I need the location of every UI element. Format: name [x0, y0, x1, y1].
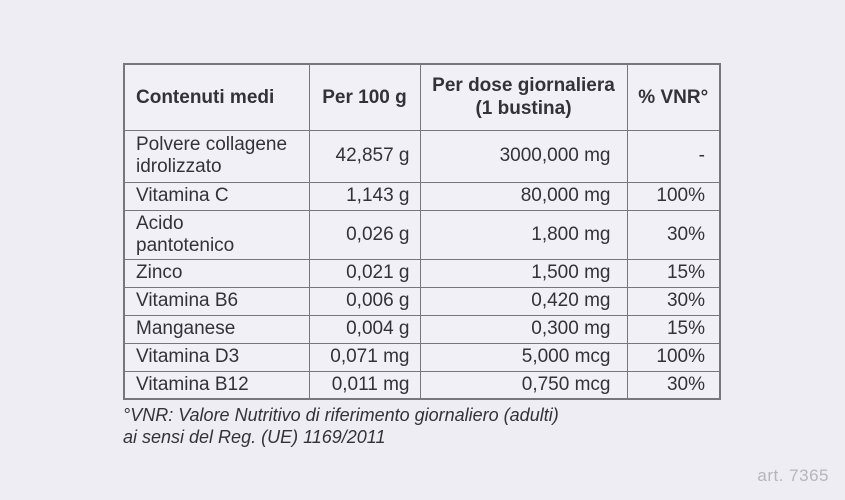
vnr-cell: 100% [626, 342, 721, 372]
nutrient-name-cell: Vitamina B12 [123, 370, 310, 400]
artwork-number: art. 7365 [757, 466, 829, 485]
per-dose-cell: 5,000 mcg [419, 342, 628, 372]
header-per-dose-giornaliera: Per dose giornaliera (1 bustina) [419, 63, 628, 131]
header-contenuti-medi: Contenuti medi [123, 63, 310, 131]
per-100g-cell: 0,026 g [308, 209, 421, 260]
table-row: Zinco 0,021 g 1,500 mg 15% [123, 258, 721, 288]
nutrient-name-cell: Vitamina D3 [123, 342, 310, 372]
table-row: Polvere collagene idrolizzato 42,857 g 3… [123, 129, 721, 183]
per-dose-cell: 80,000 mg [419, 181, 628, 211]
table-row: Vitamina B12 0,011 mg 0,750 mcg 30% [123, 370, 721, 400]
table-row: Vitamina C 1,143 g 80,000 mg 100% [123, 181, 721, 211]
table-body: Polvere collagene idrolizzato 42,857 g 3… [123, 129, 721, 400]
nutrient-name-cell: Vitamina C [123, 181, 310, 211]
vnr-cell: - [626, 129, 721, 183]
nutrient-name-cell: Manganese [123, 314, 310, 344]
per-100g-cell: 1,143 g [308, 181, 421, 211]
per-100g-cell: 0,006 g [308, 286, 421, 316]
per-dose-cell: 0,750 mcg [419, 370, 628, 400]
per-100g-cell: 0,071 mg [308, 342, 421, 372]
header-row: Contenuti medi Per 100 g Per dose giorna… [123, 63, 721, 131]
per-100g-cell: 42,857 g [308, 129, 421, 183]
table-row: Manganese 0,004 g 0,300 mg 15% [123, 314, 721, 344]
nutrient-name-cell: Acido pantotenico [123, 209, 310, 260]
table-row: Vitamina B6 0,006 g 0,420 mg 30% [123, 286, 721, 316]
vnr-cell: 15% [626, 258, 721, 288]
nutrient-name-cell: Vitamina B6 [123, 286, 310, 316]
table-row: Acido pantotenico 0,026 g 1,800 mg 30% [123, 209, 721, 260]
vnr-cell: 30% [626, 209, 721, 260]
per-dose-cell: 3000,000 mg [419, 129, 628, 183]
nutrient-name-cell: Polvere collagene idrolizzato [123, 129, 310, 183]
vnr-footnote: °VNR: Valore Nutritivo di riferimento gi… [123, 405, 559, 447]
per-dose-cell: 0,300 mg [419, 314, 628, 344]
nutrition-table: Contenuti medi Per 100 g Per dose giorna… [123, 63, 721, 400]
vnr-cell: 30% [626, 286, 721, 316]
per-dose-cell: 1,800 mg [419, 209, 628, 260]
per-dose-cell: 1,500 mg [419, 258, 628, 288]
per-100g-cell: 0,011 mg [308, 370, 421, 400]
header-percent-vnr: % VNR° [626, 63, 721, 131]
nutrient-name-cell: Zinco [123, 258, 310, 288]
table-header: Contenuti medi Per 100 g Per dose giorna… [123, 63, 721, 131]
per-100g-cell: 0,004 g [308, 314, 421, 344]
vnr-cell: 30% [626, 370, 721, 400]
header-per-100g: Per 100 g [308, 63, 421, 131]
vnr-cell: 100% [626, 181, 721, 211]
per-100g-cell: 0,021 g [308, 258, 421, 288]
vnr-cell: 15% [626, 314, 721, 344]
table-row: Vitamina D3 0,071 mg 5,000 mcg 100% [123, 342, 721, 372]
per-dose-cell: 0,420 mg [419, 286, 628, 316]
